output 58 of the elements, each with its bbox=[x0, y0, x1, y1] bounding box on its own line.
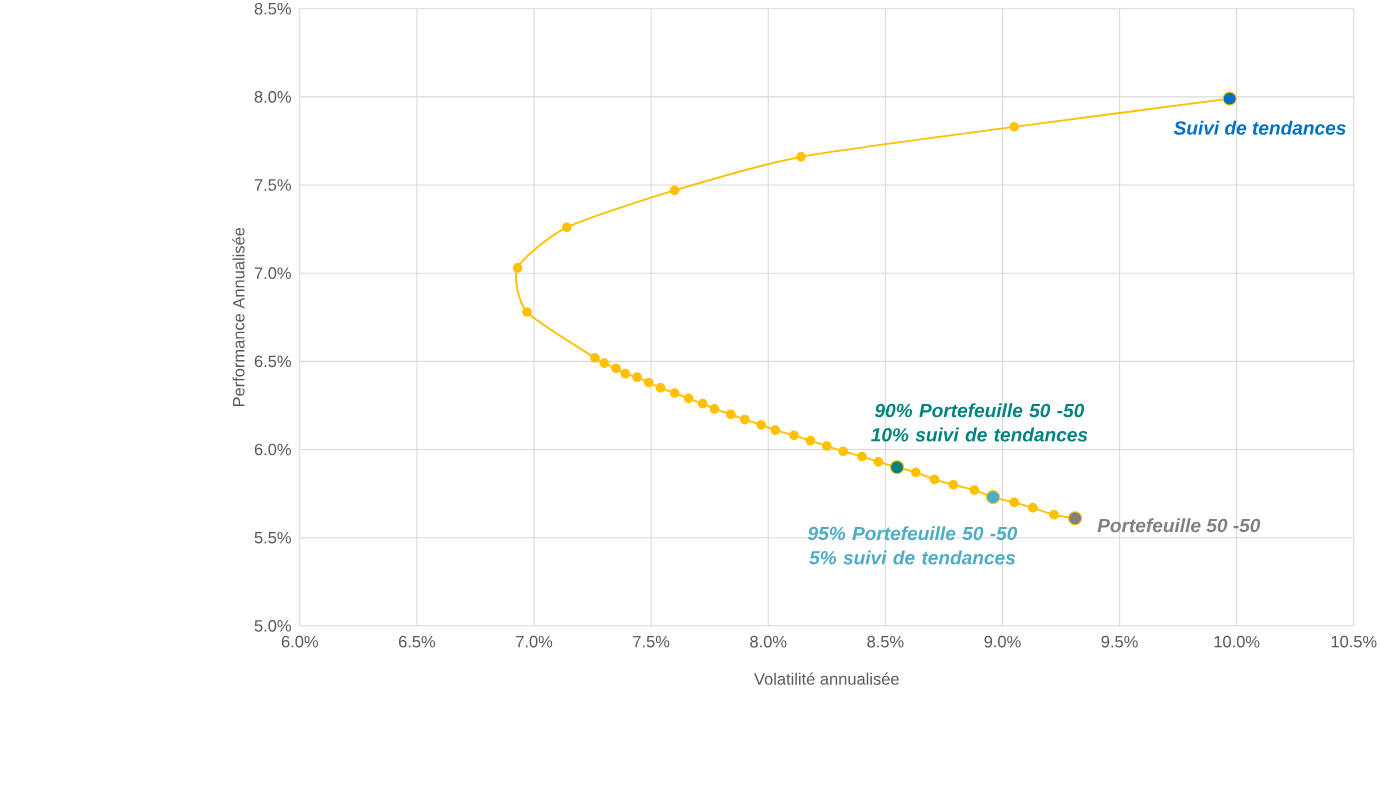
point bbox=[522, 307, 532, 318]
point bbox=[805, 436, 816, 446]
point bbox=[948, 480, 959, 490]
y-tick-label: 6.0% bbox=[254, 443, 291, 456]
series-label: 90% Portefeuille 50 -50 10% suivi de tendances bbox=[871, 403, 1088, 442]
point bbox=[1009, 497, 1020, 508]
x-axis-title: Volatilité annualisée bbox=[754, 672, 899, 685]
y-tick-label: 7.5% bbox=[254, 179, 291, 191]
point bbox=[873, 457, 884, 467]
point bbox=[669, 185, 680, 196]
y-tick-label: 6.5% bbox=[254, 355, 291, 368]
point bbox=[611, 363, 621, 374]
point bbox=[590, 353, 600, 363]
x-tick-label: 9.0% bbox=[984, 636, 1021, 648]
y-tick-label: 5.0% bbox=[254, 620, 291, 632]
point bbox=[697, 398, 708, 409]
point bbox=[756, 420, 767, 430]
point bbox=[739, 414, 750, 425]
point bbox=[796, 152, 806, 162]
point bbox=[969, 485, 980, 496]
point bbox=[821, 441, 832, 452]
series-label: Portefeuille 50 -50 bbox=[1097, 518, 1261, 533]
point bbox=[929, 474, 940, 485]
point bbox=[643, 377, 654, 388]
y-tick-label: 8.5% bbox=[254, 3, 291, 15]
point bbox=[1049, 510, 1059, 520]
x-tick-label: 10.0% bbox=[1214, 636, 1260, 648]
x-tick-label: 10.5% bbox=[1331, 636, 1377, 648]
point bbox=[838, 446, 849, 457]
y-axis-title: Performance Annualisée bbox=[232, 228, 245, 407]
series-label: 95% Portefeuille 50 -50 5% suivi de tendances bbox=[808, 526, 1018, 565]
x-tick-label: 6.5% bbox=[398, 636, 436, 648]
point bbox=[512, 263, 523, 273]
point bbox=[910, 467, 921, 478]
point bbox=[620, 369, 631, 379]
point bbox=[655, 383, 666, 393]
point bbox=[789, 430, 799, 441]
point bbox=[709, 404, 720, 414]
point bbox=[561, 222, 572, 233]
x-tick-label: 9.5% bbox=[1101, 636, 1138, 648]
point bbox=[632, 372, 642, 383]
x-tick-label: 8.0% bbox=[750, 636, 787, 648]
point bbox=[857, 451, 867, 462]
x-tick-label: 7.0% bbox=[516, 636, 553, 648]
point bbox=[770, 425, 781, 436]
point bbox=[1009, 122, 1020, 132]
x-tick-label: 7.5% bbox=[633, 636, 670, 648]
y-tick-label: 8.0% bbox=[254, 91, 291, 103]
point bbox=[725, 409, 736, 420]
point bbox=[599, 358, 610, 369]
point bbox=[683, 393, 694, 404]
point bbox=[669, 388, 680, 399]
x-tick-label: 6.0% bbox=[281, 636, 318, 648]
point bbox=[1028, 503, 1038, 513]
y-tick-label: 7.0% bbox=[254, 267, 291, 280]
series-label: Suivi de tendances bbox=[1173, 120, 1346, 135]
y-tick-label: 5.5% bbox=[254, 532, 291, 544]
x-tick-label: 8.5% bbox=[867, 636, 904, 648]
